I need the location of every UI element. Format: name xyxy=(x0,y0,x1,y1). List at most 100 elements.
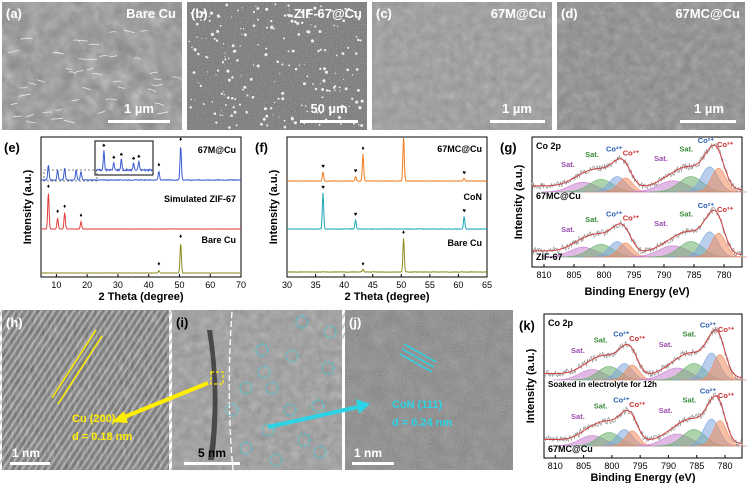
particle xyxy=(304,105,307,107)
particle xyxy=(252,24,256,27)
particle xyxy=(323,67,326,71)
particle xyxy=(331,10,334,13)
particle xyxy=(324,49,327,52)
particle xyxy=(238,103,242,106)
particle xyxy=(208,15,211,17)
particle xyxy=(237,9,239,12)
nanocrystal-marker xyxy=(283,403,297,417)
particle xyxy=(224,52,226,54)
fit-envelope xyxy=(532,144,743,191)
xrd-curve xyxy=(41,193,242,230)
particle xyxy=(333,85,337,88)
particle xyxy=(340,123,342,125)
panel-title: ZIF-67@Cu xyxy=(294,6,362,21)
peak-label: Co²⁺ xyxy=(700,387,716,396)
particle xyxy=(230,16,233,18)
particle xyxy=(288,9,290,11)
zoom-link xyxy=(94,169,98,176)
particle xyxy=(341,52,345,55)
x-tick-label: 805 xyxy=(566,270,581,280)
particle xyxy=(265,26,269,29)
particle xyxy=(346,68,350,72)
fit-envelope xyxy=(532,209,743,256)
particle xyxy=(243,33,247,37)
panel-e: (e) Intensity (a.u.) 2 Theta (degree) 10… xyxy=(4,136,246,303)
particle xyxy=(196,36,198,38)
particle xyxy=(351,74,354,76)
particle xyxy=(233,49,237,53)
particle xyxy=(328,106,332,110)
particle xyxy=(303,63,305,65)
particle xyxy=(270,19,273,23)
particle xyxy=(202,11,206,14)
particle xyxy=(224,103,227,106)
particle xyxy=(255,5,257,7)
surface-feature xyxy=(88,43,99,46)
particle xyxy=(249,77,253,81)
spectrum-header: Co 2p xyxy=(548,318,574,328)
peak-label: Sat. xyxy=(679,209,693,218)
particle xyxy=(344,87,348,91)
particle xyxy=(220,92,224,95)
particle xyxy=(192,71,196,74)
particle xyxy=(200,19,202,21)
d-spacing-label: d = 0.24 nm xyxy=(392,417,452,429)
particle xyxy=(322,79,326,83)
particle xyxy=(297,33,301,36)
peak-label: Co³⁺ xyxy=(623,214,639,223)
peak-marker: ♠ xyxy=(132,156,136,162)
particle xyxy=(215,121,218,124)
particle xyxy=(227,57,230,60)
particle xyxy=(360,124,364,128)
surface-feature xyxy=(87,58,98,61)
series-label: 67M@Cu xyxy=(198,145,236,155)
particle xyxy=(276,60,280,64)
x-tick-label: 790 xyxy=(661,461,676,471)
peak-marker: ♦ xyxy=(361,261,364,267)
particle xyxy=(355,100,359,104)
particle xyxy=(303,123,305,125)
particle xyxy=(360,99,364,103)
peak-marker: ♦ xyxy=(157,262,160,268)
nanocrystal-marker xyxy=(285,349,299,363)
particle xyxy=(283,119,286,122)
y-axis-label: Intensity (a.u.) xyxy=(525,348,537,423)
particle xyxy=(307,9,311,13)
fit-component xyxy=(676,167,747,193)
condition-label: Soaked in electrolyte for 12h xyxy=(548,380,657,389)
particle xyxy=(213,112,217,115)
particle xyxy=(266,124,269,127)
particle xyxy=(347,7,351,11)
particle xyxy=(190,98,193,101)
x-tick-label: 60 xyxy=(453,280,463,290)
particle xyxy=(319,83,321,85)
fringe-marker xyxy=(57,335,103,405)
particle xyxy=(357,17,361,21)
surface-feature xyxy=(151,83,163,86)
x-tick-label: 810 xyxy=(548,461,563,471)
arrow-cu xyxy=(112,381,209,423)
particle xyxy=(202,103,205,106)
peak-label: Sat. xyxy=(561,160,575,169)
peak-marker: ♦ xyxy=(179,137,182,143)
surface-feature xyxy=(123,29,135,34)
particle xyxy=(337,115,342,120)
fit-component xyxy=(676,232,747,258)
selection-box xyxy=(210,371,224,385)
particle xyxy=(272,27,275,30)
particle xyxy=(302,82,306,86)
particle xyxy=(283,14,287,17)
xrd-curve xyxy=(286,192,488,230)
particle xyxy=(245,110,248,114)
particle xyxy=(274,3,277,6)
particle xyxy=(293,121,297,125)
particle xyxy=(345,15,347,18)
panel-letter: (a) xyxy=(6,6,22,21)
surface-feature xyxy=(74,69,84,73)
particle xyxy=(257,18,259,21)
surface-feature xyxy=(92,73,103,76)
particle xyxy=(226,69,230,73)
sem-panel-d: (d) 67MC@Cu 1 µm xyxy=(557,2,745,130)
x-tick-label: 785 xyxy=(686,270,701,280)
fit-envelope xyxy=(544,329,743,378)
